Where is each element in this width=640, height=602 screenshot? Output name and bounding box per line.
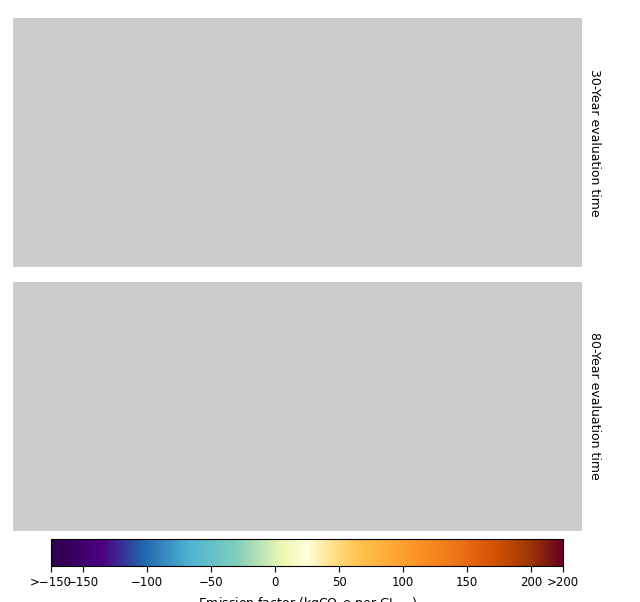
X-axis label: Emission factor (kgCO$_2$e per GJ$_{elec}$): Emission factor (kgCO$_2$e per GJ$_{elec…: [198, 595, 417, 602]
Text: 80-Year evaluation time: 80-Year evaluation time: [588, 332, 601, 480]
Text: 30-Year evaluation time: 30-Year evaluation time: [588, 69, 601, 216]
